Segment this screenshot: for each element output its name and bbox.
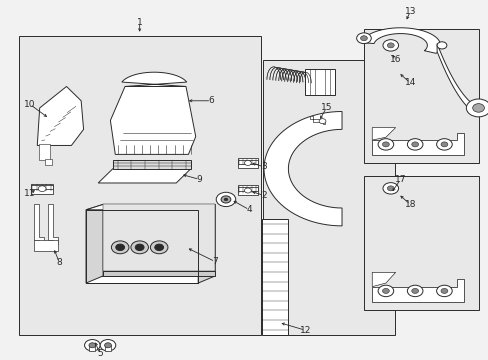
Text: 11: 11 <box>24 189 36 198</box>
Polygon shape <box>86 276 198 283</box>
Circle shape <box>407 285 422 297</box>
Circle shape <box>411 142 418 147</box>
Circle shape <box>135 244 144 251</box>
Bar <box>238 185 257 195</box>
Circle shape <box>104 343 111 348</box>
Bar <box>31 184 53 194</box>
Polygon shape <box>34 204 43 244</box>
Text: 12: 12 <box>299 326 310 335</box>
Polygon shape <box>371 127 395 140</box>
Circle shape <box>436 42 446 49</box>
Polygon shape <box>86 204 215 210</box>
Circle shape <box>472 104 484 112</box>
Polygon shape <box>86 204 103 283</box>
Bar <box>19 36 260 335</box>
Text: 1: 1 <box>137 18 142 27</box>
Text: 2: 2 <box>261 191 266 200</box>
Polygon shape <box>436 44 478 116</box>
Circle shape <box>38 186 46 192</box>
Text: 5: 5 <box>97 349 102 358</box>
Circle shape <box>116 244 124 251</box>
Circle shape <box>466 99 488 117</box>
Circle shape <box>377 285 393 297</box>
Bar <box>31 185 53 189</box>
Circle shape <box>100 339 116 351</box>
Polygon shape <box>48 204 58 244</box>
Bar <box>363 29 478 163</box>
Polygon shape <box>122 72 186 86</box>
Circle shape <box>377 139 393 150</box>
Polygon shape <box>310 116 325 124</box>
Circle shape <box>436 285 451 297</box>
Circle shape <box>221 196 230 203</box>
Circle shape <box>244 161 251 166</box>
Text: 18: 18 <box>404 200 415 209</box>
Polygon shape <box>113 160 190 169</box>
Polygon shape <box>103 271 215 276</box>
Circle shape <box>386 186 393 191</box>
Bar <box>305 69 334 95</box>
Polygon shape <box>371 273 395 287</box>
Circle shape <box>89 343 96 348</box>
Polygon shape <box>44 159 52 165</box>
Circle shape <box>382 40 398 51</box>
Circle shape <box>382 142 388 147</box>
Circle shape <box>411 288 418 293</box>
Text: 17: 17 <box>394 175 406 184</box>
Text: 13: 13 <box>404 7 415 16</box>
Polygon shape <box>110 86 195 154</box>
Circle shape <box>436 139 451 150</box>
Bar <box>363 176 478 310</box>
Text: 4: 4 <box>246 205 252 214</box>
Bar <box>105 345 111 351</box>
Bar <box>238 187 257 191</box>
Circle shape <box>150 241 167 254</box>
Bar <box>89 345 95 351</box>
Circle shape <box>440 142 447 147</box>
Bar <box>238 160 257 164</box>
Polygon shape <box>98 169 190 183</box>
Polygon shape <box>198 204 215 283</box>
Polygon shape <box>39 144 50 160</box>
Text: 15: 15 <box>320 103 331 112</box>
Text: 3: 3 <box>261 162 266 171</box>
Bar <box>263 60 394 335</box>
Circle shape <box>319 119 325 123</box>
Text: 14: 14 <box>404 78 415 87</box>
Circle shape <box>155 244 163 251</box>
Polygon shape <box>37 86 83 145</box>
Circle shape <box>111 241 129 254</box>
Bar <box>238 158 257 168</box>
Circle shape <box>440 288 447 293</box>
Circle shape <box>382 288 388 293</box>
Circle shape <box>131 241 148 254</box>
Polygon shape <box>103 204 215 271</box>
Polygon shape <box>371 133 463 155</box>
Circle shape <box>407 139 422 150</box>
Text: 16: 16 <box>389 55 401 64</box>
Circle shape <box>356 33 370 44</box>
Circle shape <box>244 188 251 193</box>
Circle shape <box>386 43 393 48</box>
Text: 7: 7 <box>212 257 218 266</box>
Text: 10: 10 <box>24 100 36 109</box>
Polygon shape <box>261 219 288 335</box>
Polygon shape <box>360 28 440 53</box>
Circle shape <box>360 36 366 41</box>
Circle shape <box>216 192 235 207</box>
Bar <box>34 240 58 251</box>
Text: 9: 9 <box>196 175 202 184</box>
Circle shape <box>84 339 100 351</box>
Circle shape <box>382 183 398 194</box>
Polygon shape <box>264 112 341 226</box>
Polygon shape <box>371 279 463 302</box>
Text: 6: 6 <box>208 96 214 105</box>
Circle shape <box>224 198 227 201</box>
Text: 8: 8 <box>56 258 62 267</box>
